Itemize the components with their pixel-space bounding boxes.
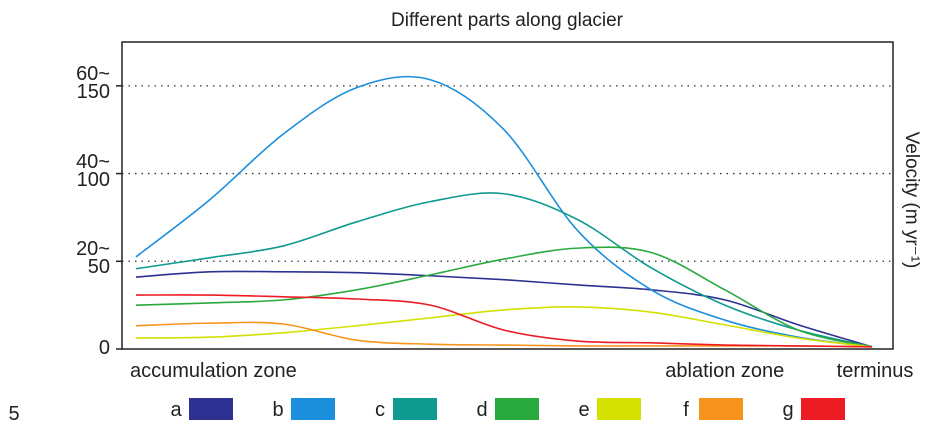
line — [135, 192, 873, 348]
plot-frame — [121, 41, 894, 350]
legend-label: e — [578, 399, 589, 421]
y-tick-label: 60~ 150 — [76, 62, 110, 103]
figure-number: 5 — [8, 403, 19, 425]
legend-label: b — [272, 399, 283, 421]
legend-label: a — [170, 399, 182, 421]
y2-axis-label: Velocity (m yr⁻¹) — [901, 132, 922, 269]
line — [135, 75, 873, 348]
y-tick-label: 0 — [98, 337, 110, 359]
legend-swatch — [393, 398, 437, 420]
legend-swatch — [597, 398, 641, 420]
legend-label: f — [683, 399, 689, 421]
y-tick-label: 20~ 50 — [76, 238, 110, 279]
x-tick-label: accumulation zone — [130, 360, 297, 382]
x-tick-label: ablation zone — [665, 360, 784, 382]
line — [135, 294, 873, 348]
legend-swatch — [495, 398, 539, 420]
legend-swatch — [699, 398, 743, 420]
line — [135, 306, 873, 348]
line — [135, 246, 873, 348]
chart-title: Different parts along glacier — [391, 10, 624, 31]
line — [135, 270, 873, 348]
legend-swatch — [801, 398, 845, 420]
legend-swatch — [291, 398, 335, 420]
x-tick-label: terminus — [837, 360, 914, 382]
legend-label: c — [375, 399, 385, 421]
y-tick-label: 40~ 100 — [76, 150, 110, 191]
legend-label: g — [782, 399, 793, 421]
legend-label: d — [476, 399, 487, 421]
legend-swatch — [189, 398, 233, 420]
